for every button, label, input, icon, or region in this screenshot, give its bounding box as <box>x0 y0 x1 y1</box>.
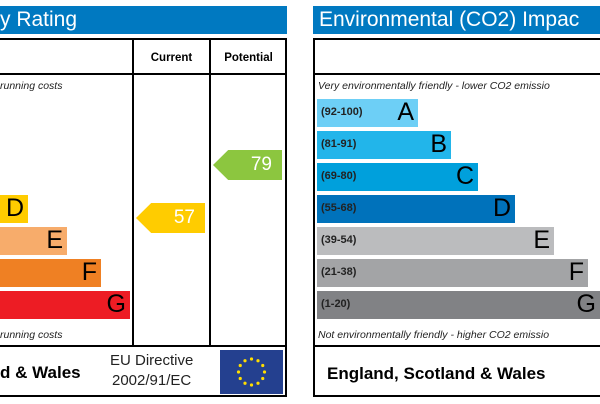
band-d: (55-68) D <box>317 194 515 223</box>
bottom-note: running costs <box>0 329 63 341</box>
band-letter: G <box>576 290 596 318</box>
band-g: (1-20) G <box>317 290 600 319</box>
environmental-title: Environmental (CO2) Impac <box>319 8 580 31</box>
eu-star <box>243 359 247 363</box>
footer-region: d & Wales <box>0 363 81 382</box>
band-range: (81-91) <box>321 138 357 150</box>
band-letter: C <box>455 162 474 190</box>
eu-star <box>256 359 260 363</box>
band-g: G <box>0 290 130 319</box>
energy-rating-header: y Rating <box>0 6 287 34</box>
bottom-note: Not environmentally friendly - higher CO… <box>318 329 550 341</box>
divider <box>0 73 287 75</box>
eu-star <box>256 381 260 385</box>
band-a: (92-100) A <box>317 98 418 127</box>
potential-rating-arrow: 79 <box>213 150 282 180</box>
divider <box>209 38 211 346</box>
eu-star <box>249 357 254 361</box>
band-range: (21-38) <box>321 266 357 278</box>
band-letter: E <box>533 226 550 254</box>
current-column-header: Current <box>150 52 193 64</box>
current-rating-value: 57 <box>173 207 195 228</box>
band-f: F <box>0 258 101 287</box>
band-range: (92-100) <box>321 106 363 118</box>
potential-rating-value: 79 <box>250 154 272 175</box>
eu-star <box>238 363 242 368</box>
eu-directive-line1: EU Directive <box>110 352 194 369</box>
potential-column-header: Potential <box>224 52 273 64</box>
band-letter: B <box>430 130 447 158</box>
eu-star <box>261 376 265 381</box>
eu-flag-icon <box>220 350 283 394</box>
band-e: (39-54) E <box>317 226 554 255</box>
band-range: (69-80) <box>321 170 357 182</box>
band-letter: A <box>397 98 414 126</box>
eu-star <box>262 370 267 374</box>
band-range: (39-54) <box>321 234 357 246</box>
top-note: Very environmentally friendly - lower CO… <box>318 80 550 92</box>
footer-region: England, Scotland & Wales <box>327 364 546 383</box>
band-letter: F <box>81 258 97 286</box>
band-range: (1-20) <box>321 298 351 310</box>
current-rating-arrow: 57 <box>136 203 205 233</box>
eu-directive-line2: 2002/91/EC <box>112 372 192 389</box>
band-range: (55-68) <box>321 202 357 214</box>
eu-star <box>261 363 265 368</box>
band-letter: E <box>46 226 63 254</box>
environmental-impact-header: Environmental (CO2) Impac <box>313 6 600 34</box>
band-c: (69-80) C <box>317 162 478 191</box>
band-b: (81-91) B <box>317 130 451 159</box>
energy-rating-table <box>0 38 287 397</box>
band-letter: F <box>568 258 584 286</box>
band-d: D <box>0 194 28 223</box>
band-letter: D <box>5 194 24 222</box>
eu-star <box>243 381 247 385</box>
band-e: E <box>0 226 67 255</box>
divider <box>132 38 134 346</box>
band-letter: D <box>492 194 511 222</box>
environmental-table <box>313 38 600 397</box>
eu-star <box>249 383 254 387</box>
top-note: running costs <box>0 80 63 92</box>
eu-star <box>236 370 241 374</box>
divider <box>0 345 287 347</box>
band-f: (21-38) F <box>317 258 588 287</box>
divider <box>313 73 600 75</box>
eu-star <box>238 376 242 381</box>
energy-title: y Rating <box>0 8 78 31</box>
divider <box>313 345 600 347</box>
band-letter: G <box>106 290 126 318</box>
